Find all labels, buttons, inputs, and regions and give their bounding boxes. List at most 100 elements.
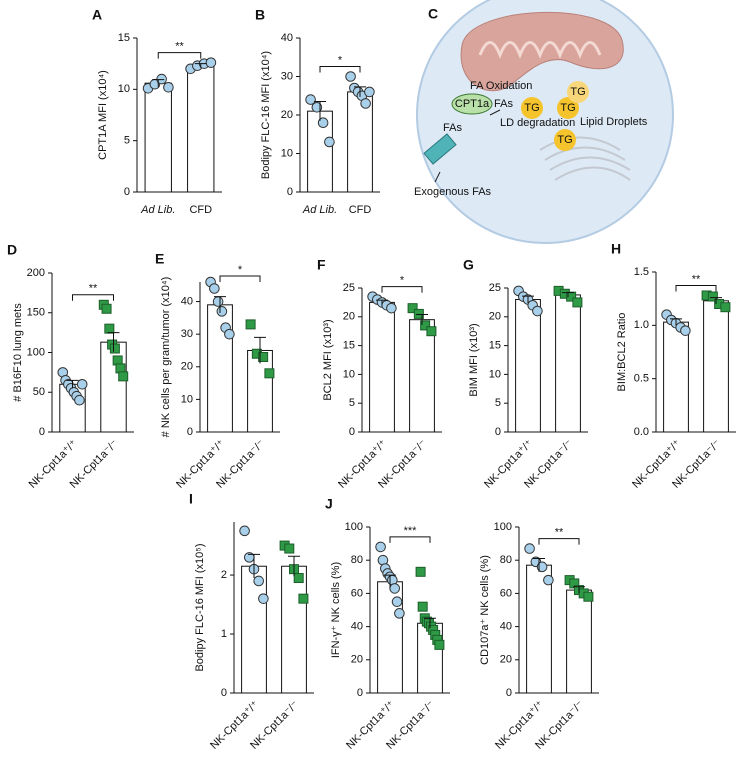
bar — [369, 301, 395, 433]
y-tick-label: 10 — [118, 83, 130, 95]
y-tick-label: 30 — [181, 328, 193, 340]
er — [539, 136, 631, 181]
y-tick-label: 25 — [343, 282, 355, 294]
data-point — [375, 541, 386, 553]
error-bar — [384, 574, 396, 589]
error-bar — [522, 295, 534, 303]
arrow — [434, 109, 501, 183]
bar — [241, 565, 267, 694]
diagram-label: TG — [560, 102, 575, 114]
significance-label: ** — [175, 41, 184, 53]
panel-label: H — [611, 241, 621, 257]
data-point — [543, 574, 554, 586]
y-axis-label: CD107a⁺ NK cells (%) — [479, 555, 491, 665]
significance-label: ** — [89, 283, 98, 295]
error-bar — [314, 101, 326, 121]
significance-label: *** — [404, 525, 418, 537]
data-point — [311, 102, 323, 113]
y-axis-label: IFN-γ⁺ NK cells (%) — [330, 562, 342, 658]
data-point — [317, 117, 329, 128]
y-tick-label: 40 — [281, 32, 293, 44]
significance-label: ** — [692, 273, 701, 285]
y-tick-label: 15 — [118, 32, 130, 44]
data-point — [434, 639, 445, 650]
data-point — [109, 343, 120, 354]
panel-label: E — [155, 251, 164, 267]
bar — [144, 82, 172, 193]
data-point — [389, 583, 401, 594]
diagram-label: Lipid Droplets — [580, 116, 648, 128]
y-tick-label: 1.0 — [634, 319, 649, 331]
significance-bracket — [319, 66, 361, 73]
y-tick-label: 25 — [489, 282, 501, 294]
significance-bracket — [72, 294, 114, 301]
data-point — [76, 379, 88, 390]
data-point — [156, 73, 167, 85]
error-bar — [424, 617, 436, 629]
data-point — [360, 98, 371, 109]
transporter — [423, 133, 457, 165]
diagram-label: FA Oxidation — [470, 80, 532, 92]
error-bar — [710, 297, 722, 304]
data-point — [394, 608, 405, 619]
droplet — [521, 97, 543, 119]
y-tick-label: 0 — [221, 687, 227, 699]
panel-label: A — [92, 7, 102, 23]
bar — [703, 300, 729, 433]
data-point — [212, 296, 224, 307]
y-tick-label: 20 — [281, 109, 293, 121]
y-tick-label: 0 — [39, 426, 45, 438]
error-bar — [416, 313, 428, 325]
error-bar — [194, 63, 207, 68]
y-tick-label: 100 — [27, 346, 45, 358]
y-tick-label: 5 — [124, 135, 130, 147]
data-point — [536, 561, 548, 573]
data-point — [258, 593, 269, 604]
bar — [207, 304, 233, 433]
data-point — [209, 283, 220, 294]
data-point — [420, 320, 431, 331]
cristae — [478, 41, 602, 60]
y-tick-label: 40 — [351, 621, 363, 633]
diagram-label: TG — [557, 134, 572, 146]
significance-bracket — [219, 275, 261, 282]
data-point — [216, 306, 228, 317]
significance-bracket — [381, 286, 423, 293]
data-point — [426, 326, 437, 337]
error-bar — [214, 296, 226, 313]
y-tick-label: 40 — [181, 295, 193, 307]
error-bar — [152, 79, 165, 87]
diagram-label: FAs — [494, 98, 513, 110]
droplet — [567, 81, 589, 103]
y-tick-label: 10 — [281, 147, 293, 159]
y-tick-label: 40 — [500, 621, 512, 633]
y-tick-label: 10 — [489, 368, 501, 380]
y-tick-label: 0 — [495, 426, 501, 438]
data-point — [391, 596, 403, 608]
significance-bracket — [157, 52, 202, 59]
data-point — [707, 291, 718, 302]
data-point — [417, 601, 428, 612]
data-point — [407, 303, 418, 314]
y-axis-label: BIM MFI (x10³) — [468, 323, 480, 396]
significance-label: * — [238, 264, 243, 276]
droplet — [554, 129, 576, 151]
significance-bracket — [389, 536, 431, 543]
y-axis-label: Bodipy FLC-16 MFI (x10⁴) — [260, 51, 272, 179]
y-tick-label: 30 — [281, 70, 293, 82]
diagram-label: Exogenous FAs — [414, 186, 492, 198]
cpt1a-shape — [451, 93, 493, 115]
y-axis-label: Bodipy FLC-16 MFI (x10⁵) — [194, 543, 206, 671]
diagram-label: LD degradation — [500, 117, 575, 129]
data-point — [258, 352, 269, 362]
y-axis-label: CPT1A MFI (x10⁴) — [97, 70, 109, 160]
diagram-label: CPT1a — [455, 98, 490, 110]
bar — [555, 294, 581, 433]
x-tick-label: Ad Lib. — [140, 204, 175, 216]
data-point — [720, 302, 731, 313]
data-point — [583, 591, 594, 602]
bar — [409, 319, 435, 433]
bar — [566, 589, 592, 694]
